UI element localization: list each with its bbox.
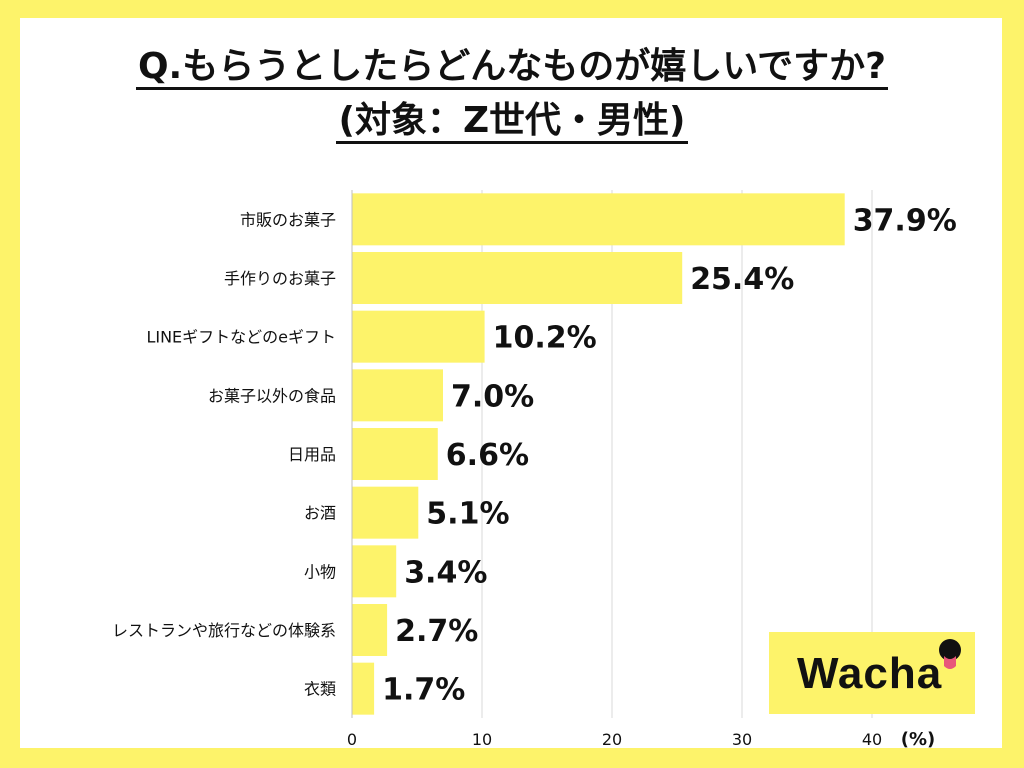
category-label: お菓子以外の食品	[208, 386, 336, 405]
category-label: 日用品	[288, 445, 336, 464]
brand-logo: Wacha	[769, 632, 975, 714]
category-label: お酒	[304, 504, 336, 523]
title-question: Q.もらうとしたらどんなものが嬉しいですか?	[135, 46, 889, 90]
value-label: 25.4%	[690, 262, 794, 297]
x-tick-label: 20	[602, 730, 622, 749]
x-tick-label: 40	[862, 730, 882, 749]
category-label: レストランや旅行などの体験系	[112, 621, 336, 640]
x-tick-label: 10	[472, 730, 492, 749]
value-label: 2.7%	[395, 614, 478, 649]
bar	[352, 193, 845, 246]
bar	[352, 545, 397, 598]
bar	[352, 428, 438, 480]
category-label: 市販のお菓子	[240, 210, 336, 229]
chart-title: Q.もらうとしたらどんなものが嬉しいですか? (対象：Z世代・男性)	[0, 40, 1024, 148]
logo-text: Wacha	[797, 649, 943, 698]
category-label: 衣類	[304, 680, 336, 699]
value-label: 6.6%	[446, 438, 529, 473]
x-unit-label: (%)	[901, 729, 936, 750]
value-label: 37.9%	[853, 203, 957, 238]
value-label: 3.4%	[404, 555, 487, 590]
title-target: (対象：Z世代・男性)	[336, 100, 688, 144]
category-label: 手作りのお菓子	[224, 269, 336, 288]
category-label: 小物	[304, 562, 336, 581]
chart-panel	[20, 18, 1002, 748]
bar	[352, 252, 683, 304]
mascot-icon	[939, 639, 961, 669]
bar	[352, 369, 443, 422]
value-label: 7.0%	[451, 379, 534, 414]
value-label: 1.7%	[382, 673, 465, 708]
x-tick-label: 30	[732, 730, 752, 749]
bar	[352, 310, 485, 363]
bar	[352, 662, 375, 715]
x-tick-label: 0	[347, 730, 357, 749]
value-label: 10.2%	[493, 321, 597, 356]
category-label: LINEギフトなどのeギフト	[146, 328, 336, 347]
value-label: 5.1%	[426, 497, 509, 532]
bar	[352, 486, 419, 539]
bar	[352, 604, 388, 656]
